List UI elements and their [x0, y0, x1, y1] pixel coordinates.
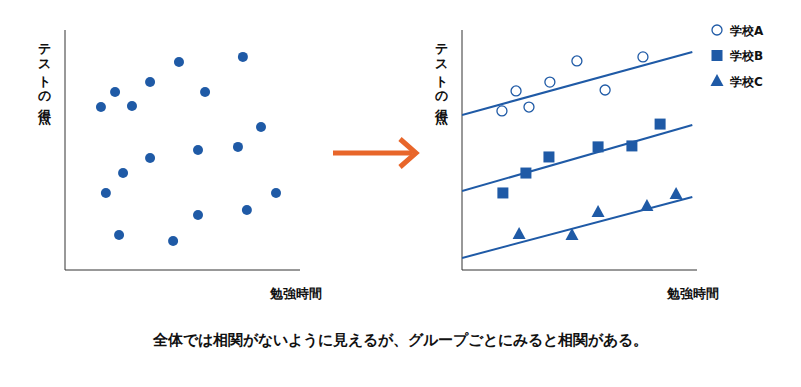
trend-line: [462, 125, 692, 191]
x-axis: [462, 270, 697, 271]
point: [110, 87, 120, 97]
point: [513, 227, 526, 239]
point: [593, 141, 604, 152]
point: [96, 102, 106, 112]
point: [543, 151, 554, 162]
point: [114, 230, 124, 240]
y-axis: [65, 30, 66, 270]
point: [127, 101, 137, 111]
point: [670, 187, 683, 199]
plot-area: [462, 52, 692, 258]
point: [168, 236, 178, 246]
point: [655, 119, 666, 130]
point: [626, 140, 637, 151]
legend-label: 学校C: [730, 75, 763, 89]
legend: 学校A 学校B 学校C: [711, 24, 765, 89]
legend-marker: [712, 25, 722, 35]
x-axis-label: 勉強時間: [666, 286, 719, 301]
point: [193, 210, 203, 220]
x-axis-label: 勉強時間: [269, 286, 322, 301]
legend-marker: [712, 50, 723, 61]
plot-area: [96, 52, 281, 246]
legend-label: 学校A: [730, 24, 764, 38]
point: [638, 52, 648, 62]
legend-marker: [711, 74, 724, 86]
point: [511, 86, 521, 96]
point: [256, 122, 266, 132]
y-axis-label: テストの得点: [38, 35, 53, 126]
caption: 全体では相関がないように見えるが、グループごとにみると相関がある。: [152, 331, 648, 349]
point: [174, 57, 184, 67]
arrow-shaft: [333, 151, 412, 156]
point: [497, 106, 507, 116]
arrow-head: [400, 139, 416, 167]
point: [524, 102, 534, 112]
point: [145, 153, 155, 163]
point: [640, 199, 653, 211]
figure: テストの得点勉強時間 テストの得点勉強時間 学校A 学校B 学校C 全体では相関がないよう…: [0, 0, 801, 387]
point: [497, 187, 508, 198]
point: [233, 142, 243, 152]
point: [520, 168, 531, 179]
trend-line: [462, 197, 692, 258]
point: [242, 205, 252, 215]
x-axis: [65, 270, 300, 271]
point: [238, 52, 248, 62]
point: [545, 77, 555, 87]
point: [200, 87, 210, 97]
point: [592, 205, 605, 217]
trend-line: [462, 52, 692, 115]
point: [565, 228, 578, 240]
point: [600, 85, 610, 95]
point: [271, 188, 281, 198]
point: [101, 188, 111, 198]
legend-label: 学校B: [730, 49, 763, 63]
y-axis-label: テストの得点: [435, 35, 450, 126]
y-axis: [462, 30, 463, 270]
point: [572, 56, 582, 66]
point: [118, 168, 128, 178]
point: [193, 145, 203, 155]
point: [145, 77, 155, 87]
